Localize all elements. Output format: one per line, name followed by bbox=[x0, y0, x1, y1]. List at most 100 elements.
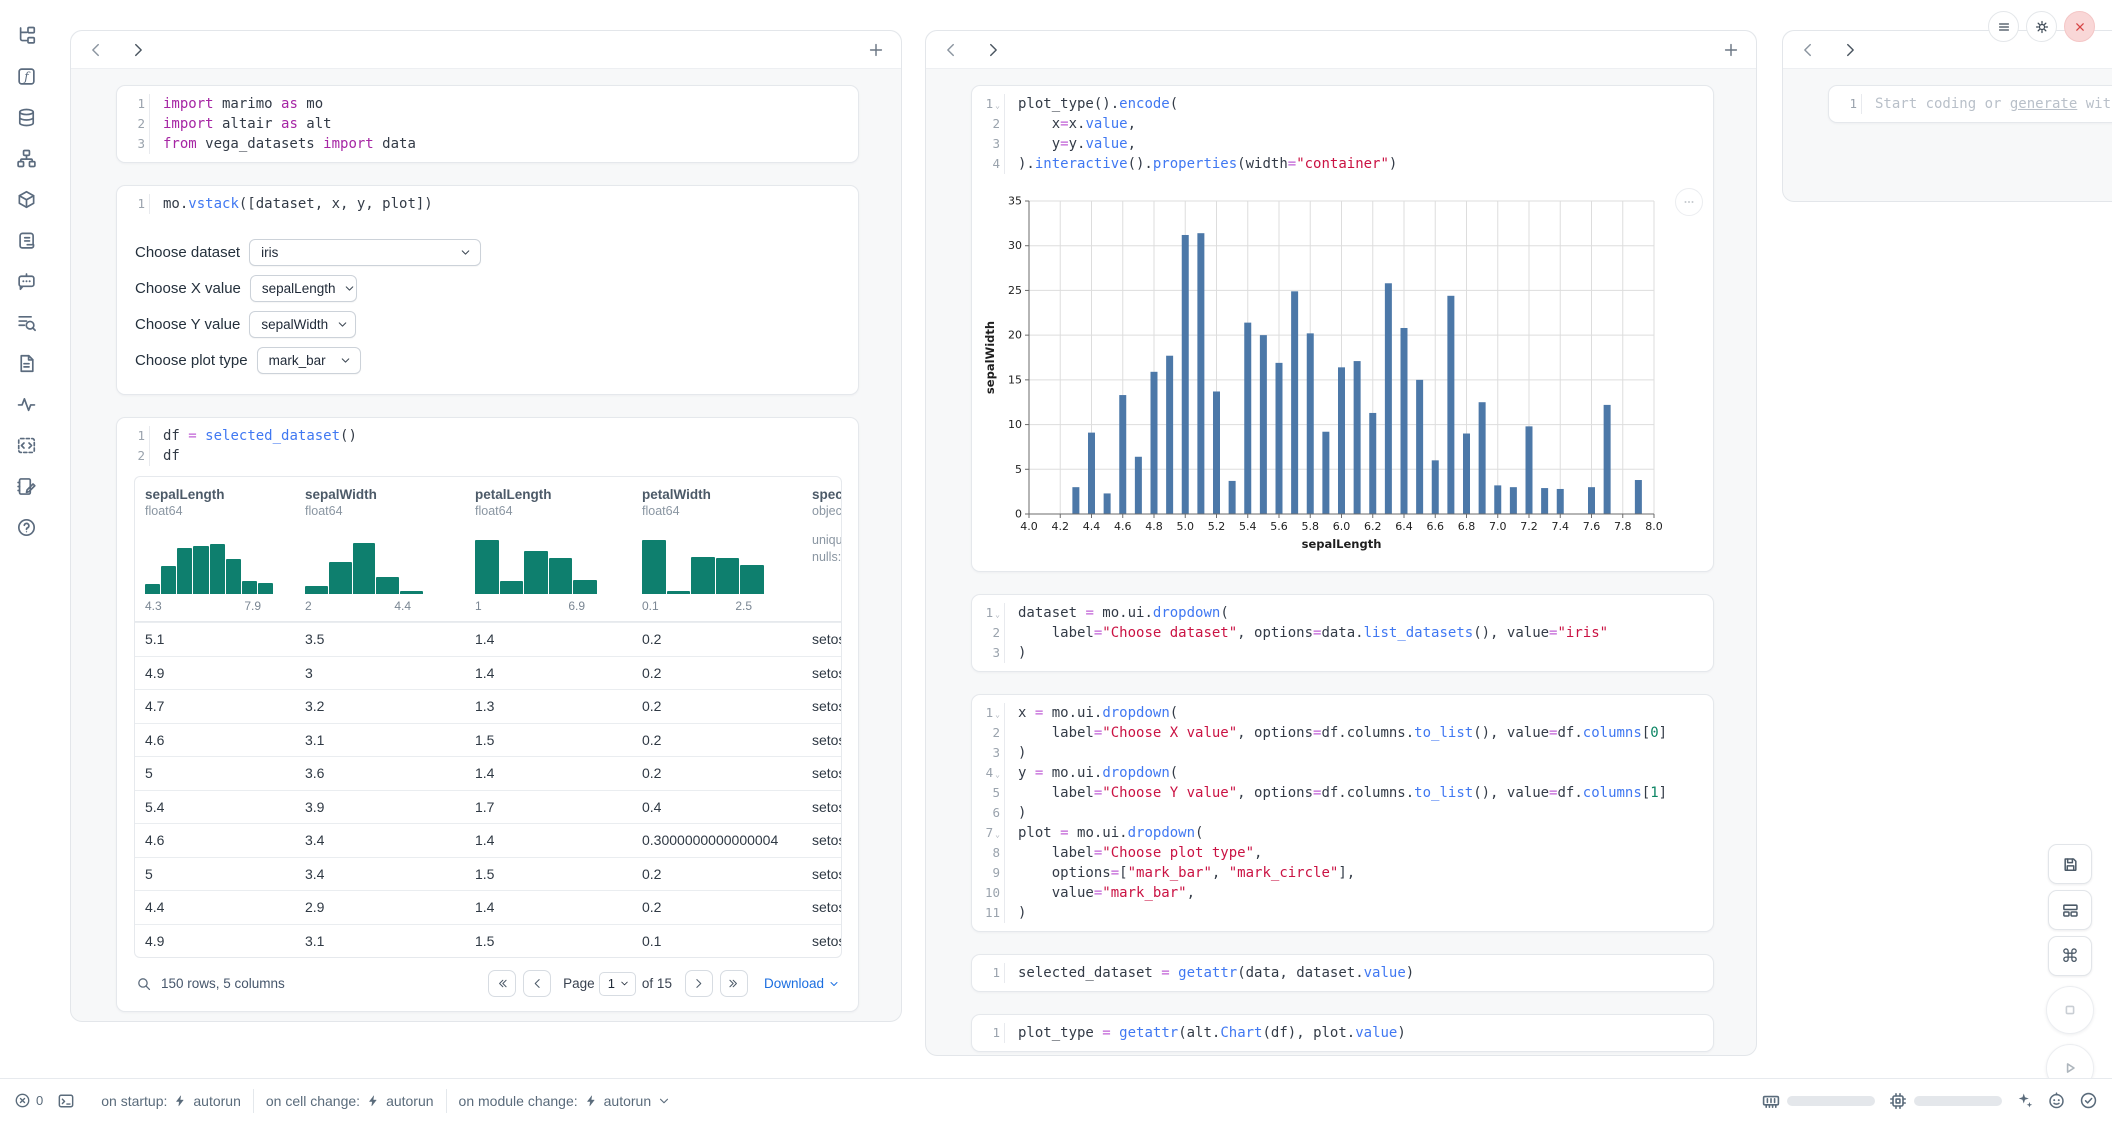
notebook-cell: 1 ⌄ 2 3 dataset = mo.ui.dropdown( label="Cho… bbox=[971, 594, 1714, 672]
layout-button[interactable] bbox=[2048, 890, 2092, 930]
autorun-toggle-3[interactable]: on module change: autorun bbox=[445, 1088, 684, 1113]
dropdown-select[interactable]: iris bbox=[249, 238, 482, 266]
histogram-bar bbox=[305, 585, 328, 594]
histogram-bar bbox=[225, 559, 241, 594]
control-row: Choose X value sepalLength bbox=[135, 270, 840, 306]
stop-button[interactable] bbox=[2046, 986, 2094, 1034]
search-icon[interactable] bbox=[136, 976, 152, 992]
ai-sparkles-button[interactable] bbox=[2015, 1091, 2034, 1110]
histogram-bar bbox=[691, 556, 715, 594]
line-number: 3 bbox=[992, 745, 1000, 760]
database-icon bbox=[16, 107, 37, 128]
control-label: Choose plot type bbox=[135, 351, 248, 369]
code-editor[interactable]: 1 plot_type = getattr(alt.Chart(df), plot… bbox=[972, 1015, 1713, 1051]
svg-text:8.0: 8.0 bbox=[1645, 520, 1663, 533]
dropdown-value: sepalWidth bbox=[261, 316, 329, 332]
sidebar-item-help[interactable] bbox=[13, 514, 39, 540]
svg-text:4.4: 4.4 bbox=[1083, 520, 1101, 533]
close-button[interactable] bbox=[2064, 11, 2095, 42]
line-number: 6 bbox=[992, 805, 1000, 820]
download-button[interactable]: Download bbox=[764, 976, 840, 991]
sidebar-item-document[interactable] bbox=[13, 350, 39, 376]
error-count-badge[interactable]: 0 bbox=[14, 1092, 43, 1109]
svg-text:6.8: 6.8 bbox=[1458, 520, 1476, 533]
fold-chevron-icon[interactable]: ⌄ bbox=[995, 770, 1000, 779]
notebook-cell: 1 ⌄ 2 3 4 plot_type().encode( x=x.value, y=y.… bbox=[971, 85, 1714, 572]
code-editor[interactable]: 1 2 3 import marimo as mo import altair as a… bbox=[117, 86, 858, 162]
line-number: 1 bbox=[137, 428, 145, 443]
column-next-button[interactable] bbox=[1841, 41, 1859, 59]
keyboard-shortcuts-button[interactable]: ⌘ bbox=[2048, 936, 2092, 976]
sidebar-item-activity[interactable] bbox=[13, 391, 39, 417]
fold-chevron-icon[interactable]: ⌄ bbox=[995, 830, 1000, 839]
next-page-button[interactable] bbox=[684, 970, 713, 997]
table-cell: 0.2 bbox=[642, 698, 662, 715]
menu-button[interactable] bbox=[1988, 11, 2019, 42]
code-line: from vega_datasets import data bbox=[163, 136, 416, 152]
bar-chart[interactable]: 0 5 10 15 20 25 30 35 4.0 4.2 4.4 4.6 4.8 5.0 5.2 5.4 5.… bbox=[982, 188, 1696, 560]
empty-cell-editor[interactable]: 1 Start coding or generate with AI bbox=[1829, 86, 2112, 122]
column-prev-button[interactable] bbox=[942, 41, 960, 59]
page-select[interactable]: 1 bbox=[598, 971, 636, 996]
table-cell: 2.9 bbox=[305, 899, 325, 916]
connection-status-button[interactable] bbox=[2079, 1091, 2098, 1110]
generate-with-ai-link[interactable]: generate bbox=[2009, 96, 2078, 112]
column-next-button[interactable] bbox=[129, 41, 147, 59]
column-prev-button[interactable] bbox=[87, 41, 105, 59]
sidebar-item-scratchpad[interactable] bbox=[13, 473, 39, 499]
line-number: 2 bbox=[992, 625, 1000, 640]
code-editor[interactable]: 1 ⌄ 2 3 dataset = mo.ui.dropdown( label="Cho… bbox=[972, 595, 1713, 671]
fold-chevron-icon[interactable]: ⌄ bbox=[995, 101, 1000, 110]
sidebar-item-database[interactable] bbox=[13, 104, 39, 130]
column-prev-button[interactable] bbox=[1799, 41, 1817, 59]
sidebar-item-chatbot[interactable] bbox=[13, 268, 39, 294]
sidebar-item-package[interactable] bbox=[13, 186, 39, 212]
last-page-button[interactable] bbox=[719, 970, 748, 997]
chart-actions-button[interactable] bbox=[1675, 188, 1703, 216]
code-editor[interactable]: 1 mo.vstack([dataset, x, y, plot]) bbox=[117, 186, 858, 222]
code-editor[interactable]: 1 2 df = selected_dataset() df bbox=[117, 418, 858, 474]
code-line: ) bbox=[1018, 745, 1027, 761]
dropdown-select[interactable]: sepalWidth bbox=[249, 310, 357, 338]
code-line: ).interactive().properties(width="contai… bbox=[1018, 156, 1398, 172]
fold-chevron-icon[interactable]: ⌄ bbox=[995, 710, 1000, 719]
autorun-toggle-1[interactable]: on startup: autorun bbox=[89, 1089, 253, 1113]
table-cell: setos bbox=[812, 731, 841, 748]
settings-button[interactable] bbox=[2026, 11, 2057, 42]
add-cell-button[interactable] bbox=[1722, 41, 1740, 59]
code-line: plot_type().encode( bbox=[1018, 96, 1179, 112]
add-cell-button[interactable] bbox=[867, 41, 885, 59]
dropdown-select[interactable]: sepalLength bbox=[249, 274, 357, 302]
notebook-cell: 1 Start coding or generate with AI bbox=[1828, 85, 2112, 123]
code-editor[interactable]: 1 selected_dataset = getattr(data, datase… bbox=[972, 955, 1713, 991]
column-next-button[interactable] bbox=[984, 41, 1002, 59]
sidebar-item-file-tree[interactable] bbox=[13, 22, 39, 48]
dropdown-select[interactable]: mark_bar bbox=[256, 346, 361, 374]
sidebar-item-snippets[interactable] bbox=[13, 432, 39, 458]
code-line: y=y.value, bbox=[1018, 136, 1137, 152]
save-button[interactable] bbox=[2048, 844, 2092, 884]
column-histogram bbox=[475, 530, 597, 594]
table-cell: 1.5 bbox=[475, 731, 495, 748]
dropdown-controls: Choose dataset iris Choose X value sepalLen… bbox=[117, 222, 858, 394]
layout-icon bbox=[2061, 901, 2080, 920]
code-editor[interactable]: 1 ⌄ 2 3 4 ⌄ 5 6 7 ⌄ 8 9 10 11 x = mo.ui.dropdown( labe… bbox=[972, 695, 1713, 931]
code-line: label="Choose X value", options=df.colum… bbox=[1018, 725, 1668, 741]
fold-chevron-icon[interactable]: ⌄ bbox=[995, 610, 1000, 619]
sidebar-item-sitemap[interactable] bbox=[13, 145, 39, 171]
bot-button[interactable] bbox=[2047, 1091, 2066, 1110]
prev-page-button[interactable] bbox=[523, 970, 552, 997]
autorun-toggle-2[interactable]: on cell change: autorun bbox=[252, 1088, 446, 1113]
table-row: 5 3.4 1.5 0.2 setos bbox=[135, 856, 841, 891]
line-number-gutter: 1 ⌄ 2 3 bbox=[972, 603, 1005, 663]
dropdown-value: mark_bar bbox=[268, 352, 326, 368]
table-cell: 3.4 bbox=[305, 865, 325, 882]
sidebar-item-scroll[interactable] bbox=[13, 227, 39, 253]
code-line: ) bbox=[1018, 805, 1027, 821]
sidebar-item-log-search[interactable] bbox=[13, 309, 39, 335]
code-editor[interactable]: 1 ⌄ 2 3 4 plot_type().encode( x=x.value, y=y.… bbox=[972, 86, 1713, 182]
first-page-button[interactable] bbox=[488, 970, 517, 997]
code-line: df = selected_dataset() bbox=[163, 428, 357, 444]
terminal-button[interactable] bbox=[57, 1092, 75, 1110]
sidebar-item-function[interactable]: f bbox=[13, 63, 39, 89]
